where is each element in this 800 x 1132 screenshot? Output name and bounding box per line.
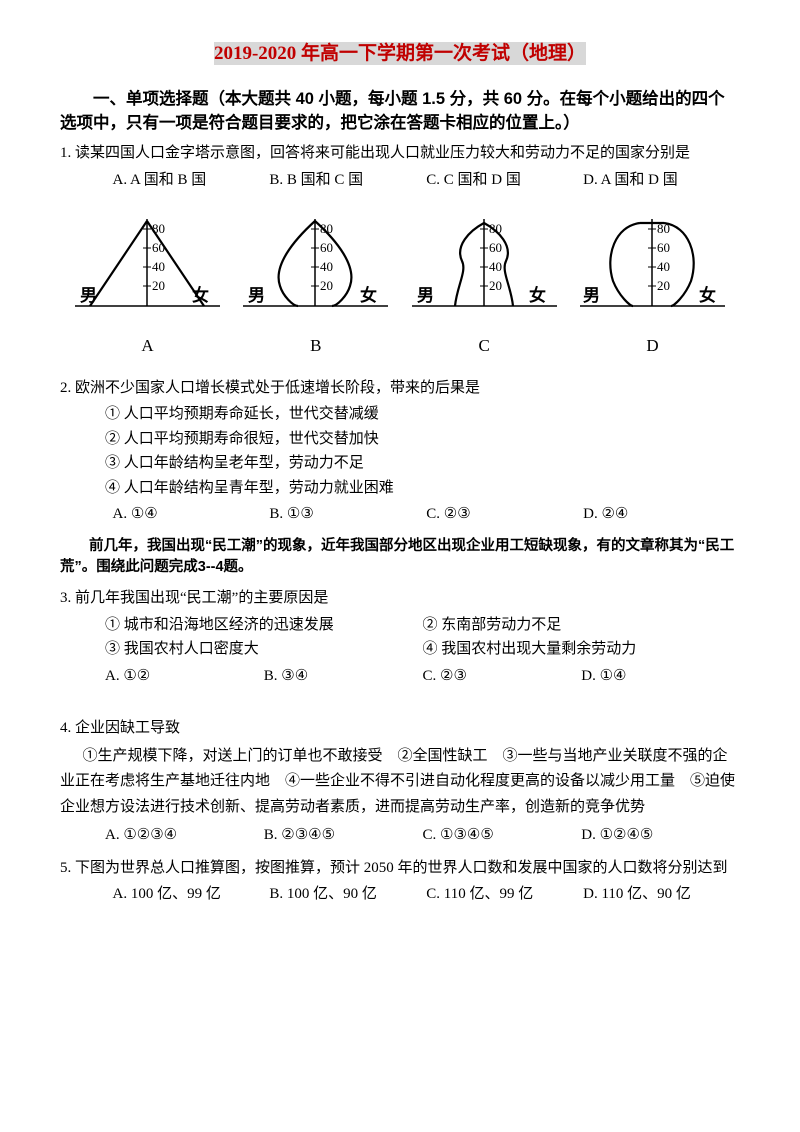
pyramid-figure: 80 60 40 20 男 女 A 80 60 40 20 男 女 [60,201,740,359]
q1-opt-a: A. A 国和 B 国 [113,169,270,192]
q2-stem: 2. 欧洲不少国家人口增长模式处于低速增长阶段，带来的后果是 [60,377,740,400]
q3-s2: ② 东南部劳动力不足 [423,614,741,637]
svg-text:40: 40 [489,259,502,274]
svg-text:男: 男 [583,286,600,305]
q4-opt-d: D. ①②④⑤ [581,824,740,847]
q3-opt-a: A. ①② [105,665,264,688]
q4-opt-b: B. ②③④⑤ [264,824,423,847]
context-3-4: 前几年，我国出现“民工潮”的现象，近年我国部分地区出现企业用工短缺现象，有的文章… [60,536,740,580]
svg-text:60: 60 [152,240,165,255]
svg-text:男: 男 [80,286,97,305]
q5-stem: 5. 下图为世界总人口推算图，按图推算，预计 2050 年的世界人口数和发展中国… [60,857,740,880]
svg-text:60: 60 [320,240,333,255]
pyramid-b-label: B [238,333,393,359]
q4-opt-a: A. ①②③④ [105,824,264,847]
section-heading: 一、单项选择题（本大题共 40 小题，每小题 1.5 分，共 60 分。在每个小… [60,87,740,137]
q2-opt-b: B. ①③ [269,503,426,526]
svg-text:80: 80 [152,221,165,236]
q2-opt-c: C. ②③ [426,503,583,526]
pyramid-a: 80 60 40 20 男 女 [70,201,225,331]
q1-opt-d: D. A 国和 D 国 [583,169,740,192]
svg-text:男: 男 [417,286,434,305]
q3-s4: ④ 我国农村出现大量剩余劳动力 [423,638,741,661]
svg-text:40: 40 [320,259,333,274]
q1-opt-b: B. B 国和 C 国 [269,169,426,192]
q4-options: A. ①②③④ B. ②③④⑤ C. ①③④⑤ D. ①②④⑤ [60,824,740,847]
page-title: 2019-2020 年高一下学期第一次考试（地理） [60,40,740,69]
pyramid-c: 80 60 40 20 男 女 [407,201,562,331]
svg-text:女: 女 [699,285,716,305]
q2-s1: ① 人口平均预期寿命延长，世代交替减缓 [60,403,740,426]
q3-s1: ① 城市和沿海地区经济的迅速发展 [105,614,423,637]
svg-text:40: 40 [657,259,670,274]
q3-options: A. ①② B. ③④ C. ②③ D. ①④ [60,665,740,688]
pyramid-c-label: C [407,333,562,359]
q3-stem: 3. 前几年我国出现“民工潮”的主要原因是 [60,587,740,610]
q2-s2: ② 人口平均预期寿命很短，世代交替加快 [60,428,740,451]
q2-s3: ③ 人口年龄结构呈老年型，劳动力不足 [60,452,740,475]
q5-options: A. 100 亿、99 亿 B. 100 亿、90 亿 C. 110 亿、99 … [60,883,740,906]
q2-opt-d: D. ②④ [583,503,740,526]
q4-stem: 4. 企业因缺工导致 [60,717,740,740]
svg-text:女: 女 [192,285,209,305]
q4-opt-c: C. ①③④⑤ [423,824,582,847]
q4-body: ①生产规模下降，对送上门的订单也不敢接受 ②全国性缺工 ③一些与当地产业关联度不… [60,744,740,821]
q3-s3: ③ 我国农村人口密度大 [105,638,423,661]
q3-opt-d: D. ①④ [581,665,740,688]
q2-s4: ④ 人口年龄结构呈青年型，劳动力就业困难 [60,477,740,500]
q3-opt-c: C. ②③ [423,665,582,688]
svg-text:女: 女 [529,285,546,305]
q5-opt-b: B. 100 亿、90 亿 [269,883,426,906]
svg-text:女: 女 [360,285,377,305]
q5-opt-d: D. 110 亿、90 亿 [583,883,740,906]
svg-text:20: 20 [657,278,670,293]
q3-row1: ① 城市和沿海地区经济的迅速发展 ② 东南部劳动力不足 [60,614,740,637]
q1-options: A. A 国和 B 国 B. B 国和 C 国 C. C 国和 D 国 D. A… [60,169,740,192]
pyramid-b: 80 60 40 20 男 女 [238,201,393,331]
svg-text:40: 40 [152,259,165,274]
q3-row2: ③ 我国农村人口密度大 ④ 我国农村出现大量剩余劳动力 [60,638,740,661]
svg-text:60: 60 [489,240,502,255]
q2-opt-a: A. ①④ [113,503,270,526]
q1-opt-c: C. C 国和 D 国 [426,169,583,192]
q2-options: A. ①④ B. ①③ C. ②③ D. ②④ [60,503,740,526]
q3-opt-b: B. ③④ [264,665,423,688]
pyramid-d-label: D [575,333,730,359]
svg-text:60: 60 [657,240,670,255]
svg-text:20: 20 [152,278,165,293]
pyramid-a-label: A [70,333,225,359]
q5-opt-a: A. 100 亿、99 亿 [113,883,270,906]
q5-opt-c: C. 110 亿、99 亿 [426,883,583,906]
svg-text:20: 20 [489,278,502,293]
svg-text:男: 男 [248,286,265,305]
pyramid-d: 80 60 40 20 男 女 [575,201,730,331]
q1-stem: 1. 读某四国人口金字塔示意图，回答将来可能出现人口就业压力较大和劳动力不足的国… [60,142,740,165]
svg-text:20: 20 [320,278,333,293]
